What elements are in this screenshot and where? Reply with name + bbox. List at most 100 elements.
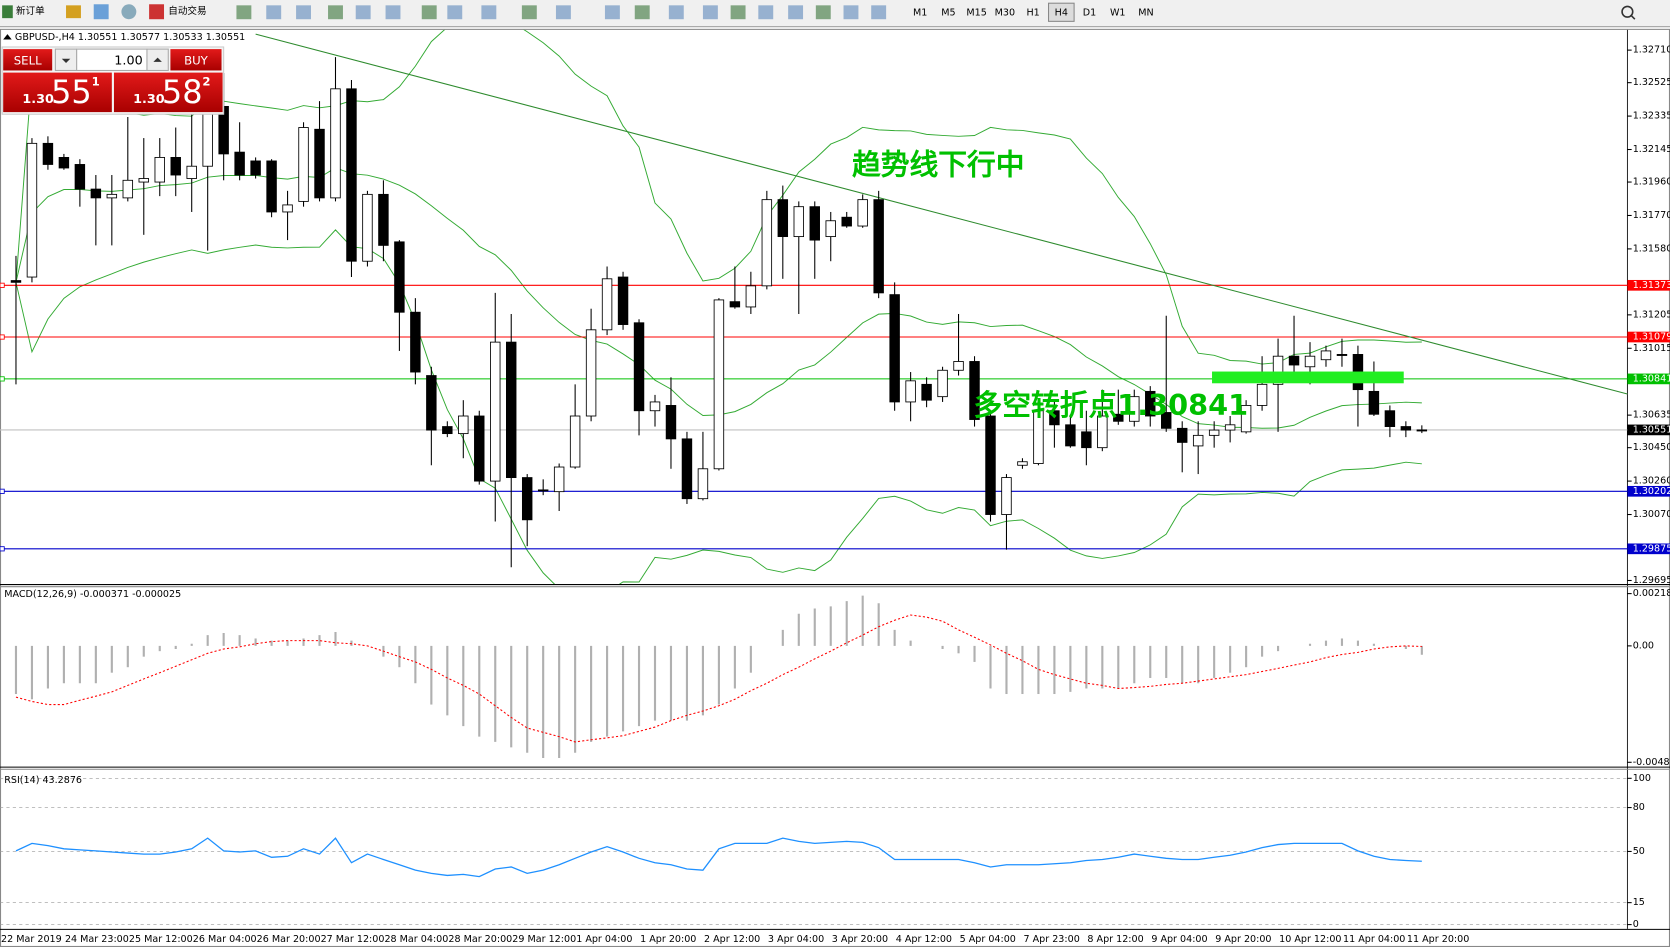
x-tick-label: 11 Apr 04:00 [1343,934,1405,945]
candle-body [841,216,852,227]
candle-body [1400,426,1412,431]
tool-icon[interactable] [702,5,718,20]
y-tick-label: 1.32145 [1633,144,1670,155]
level-tag [1627,373,1670,385]
lots[interactable]: 1.00 [114,53,142,68]
x-tick-label: 4 Apr 12:00 [896,934,952,945]
candle-body [490,341,501,482]
new-order-icon[interactable] [2,5,13,19]
level-handle[interactable] [0,334,5,340]
candle-body [378,193,389,246]
timeframe[interactable]: W1 [1110,7,1126,18]
pips[interactable]: 55 [51,73,92,111]
tool-icon[interactable] [815,5,831,20]
level-label: 1.30202 [1633,486,1670,497]
timeframe-active[interactable] [1048,2,1075,22]
tool-icon[interactable] [730,5,746,20]
auto-trade[interactable]: 自动交易 [168,5,206,17]
tool-icon[interactable] [266,5,282,20]
candle-body [426,375,437,431]
buy-price[interactable] [113,72,223,113]
candle-body [266,160,277,213]
bid-tag [1627,424,1670,436]
sell-label[interactable]: SELL [14,53,42,67]
bollinger-band [15,229,1422,585]
candle-body [1256,383,1268,406]
timeframe[interactable]: M30 [995,7,1015,18]
timeframe[interactable]: M15 [966,7,986,18]
tool-icon[interactable] [328,5,343,20]
candle-body [985,415,996,515]
trendline [255,33,1628,395]
sell-price[interactable] [3,72,112,113]
candle-body [1240,405,1252,433]
pips[interactable]: 58 [162,73,203,111]
sell-button[interactable] [3,49,53,71]
icon[interactable] [66,5,81,19]
candle-body [793,206,805,238]
candle-body [1320,350,1332,361]
tool-icon[interactable] [758,5,774,20]
candle-body [506,341,517,479]
auto-trade-icon[interactable] [149,4,165,20]
tool-icon[interactable] [355,5,371,20]
icon[interactable] [121,4,137,20]
tool-icon[interactable] [871,5,887,20]
big-figure[interactable]: 1.30 [22,92,54,107]
tool-icon[interactable] [447,5,463,20]
timeframe[interactable]: H4 [1055,7,1068,18]
buy-button[interactable] [170,49,222,71]
candle-body [905,380,916,403]
x-tick-label: 28 Mar 04:00 [384,934,448,945]
level-handle[interactable] [0,376,5,382]
candle-body [1113,413,1124,422]
tool-icon[interactable] [481,5,497,20]
rsi-title: RSI(14) 43.2876 [4,775,82,786]
timeframe[interactable]: D1 [1083,7,1096,18]
timeframe[interactable]: M1 [913,7,927,18]
level-handle[interactable] [0,282,5,288]
level-handle[interactable] [0,546,5,552]
candle-body [889,294,900,403]
candle-body [1368,390,1380,415]
fraction[interactable]: 1 [92,75,100,89]
candle-body [1145,390,1156,417]
icon[interactable] [93,4,109,20]
macd-title: MACD(12,26,9) -0.000371 -0.000025 [4,589,181,600]
new-order[interactable]: 新订单 [16,5,45,17]
tool-icon[interactable] [555,5,571,20]
x-tick-label: 29 Mar 12:00 [512,934,576,945]
y-tick-label: 1.31580 [1633,243,1670,254]
big-figure[interactable]: 1.30 [133,92,165,107]
tool-icon[interactable] [236,5,252,20]
y-tick-label: 1.32525 [1633,77,1670,88]
timeframe[interactable]: H1 [1026,7,1039,18]
candle-body [1224,424,1236,431]
tool-icon[interactable] [385,5,401,20]
candle-body [362,193,373,262]
tool-icon[interactable] [521,5,537,20]
tool-icon[interactable] [634,5,650,20]
candle-body [1208,429,1220,436]
level-tag [1627,485,1670,497]
search[interactable] [1621,5,1634,18]
tool-icon[interactable] [604,5,620,20]
tool-icon[interactable] [788,5,804,20]
tool-icon[interactable] [668,5,684,20]
fraction[interactable]: 2 [202,75,210,89]
candle-body [745,285,757,308]
level-handle[interactable] [0,488,5,494]
tool-icon[interactable] [421,5,437,20]
timeframe[interactable]: MN [1138,7,1153,18]
candle-body [410,311,421,373]
candle-body [1001,477,1012,515]
tool-icon[interactable] [296,5,311,20]
candle-body [298,127,309,202]
x-tick-label: 1 Apr 20:00 [640,934,696,945]
candle-body [697,468,709,500]
tool-icon[interactable] [843,5,859,20]
buy-label[interactable]: BUY [184,53,209,67]
x-tick-label: 1 Apr 04:00 [576,934,632,945]
timeframe[interactable]: M5 [941,7,955,18]
